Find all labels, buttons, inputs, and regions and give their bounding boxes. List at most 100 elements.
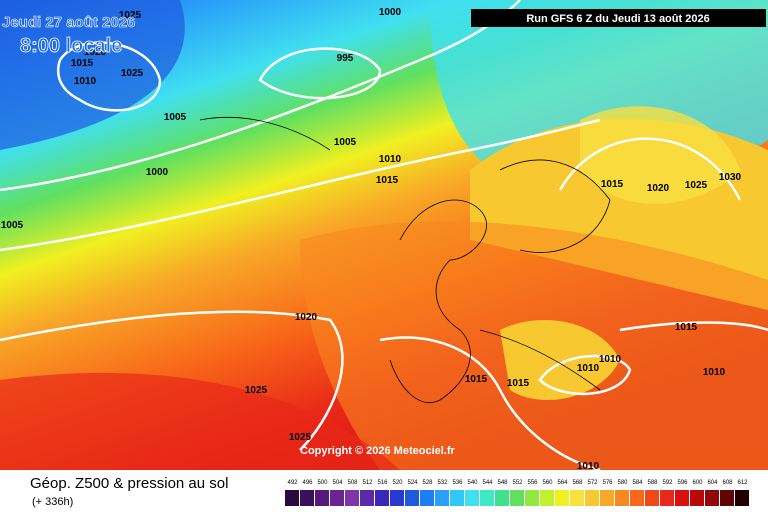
legend-label: 524 — [407, 480, 418, 486]
legend-label: 548 — [497, 480, 508, 486]
legend-label: 552 — [512, 480, 523, 486]
isobar-label: 1010 — [379, 154, 402, 165]
legend-swatch — [705, 490, 719, 506]
isobar-label: 1010 — [703, 367, 726, 378]
legend-label: 608 — [722, 480, 733, 486]
map-field — [0, 0, 768, 470]
isobar-label: 1025 — [119, 10, 142, 21]
legend-label: 508 — [347, 480, 358, 486]
legend-swatch — [555, 490, 569, 506]
legend-swatch — [390, 490, 404, 506]
legend-label: 560 — [542, 480, 553, 486]
legend-label: 528 — [422, 480, 433, 486]
legend-label: 572 — [587, 480, 598, 486]
legend-swatch — [375, 490, 389, 506]
legend-label: 568 — [572, 480, 583, 486]
legend-label: 544 — [482, 480, 493, 486]
legend-label: 540 — [467, 480, 478, 486]
legend-label: 504 — [332, 480, 343, 486]
legend-label: 512 — [362, 480, 373, 486]
legend-label: 492 — [287, 480, 298, 486]
isobar-label: 1010 — [577, 461, 600, 472]
isobar-label: 1025 — [245, 385, 268, 396]
isobar-label: 1030 — [719, 172, 742, 183]
legend-swatch — [465, 490, 479, 506]
isobar-label: 1010 — [577, 363, 600, 374]
isobar-label: 1005 — [1, 220, 24, 231]
legend-label: 576 — [602, 480, 613, 486]
legend-swatch — [345, 490, 359, 506]
legend-swatch — [480, 490, 494, 506]
legend-label: 584 — [632, 480, 643, 486]
legend-label: 520 — [392, 480, 403, 486]
legend-swatch — [300, 490, 314, 506]
legend-label: 564 — [557, 480, 568, 486]
legend-label: 500 — [317, 480, 328, 486]
legend-swatch — [600, 490, 614, 506]
legend-label: 596 — [677, 480, 688, 486]
isobar-label: 1010 — [599, 354, 622, 365]
isobar-label: 1005 — [164, 112, 187, 123]
legend-swatch — [645, 490, 659, 506]
isobar-label: 1020 — [84, 47, 107, 58]
legend-swatch — [675, 490, 689, 506]
isobar-label: 1010 — [74, 76, 97, 87]
legend-label: 600 — [692, 480, 703, 486]
isobar-label: 1015 — [601, 179, 624, 190]
isobar-label: 1025 — [121, 68, 144, 79]
legend-label: 592 — [662, 480, 673, 486]
legend-swatch — [285, 490, 299, 506]
isobar-label: 1000 — [146, 167, 169, 178]
legend-label: 556 — [527, 480, 538, 486]
legend-swatch — [720, 490, 734, 506]
legend-label: 604 — [707, 480, 718, 486]
isobar-label: 1015 — [71, 58, 94, 69]
legend-swatch — [570, 490, 584, 506]
legend-swatch — [495, 490, 509, 506]
isobar-label: 1025 — [289, 432, 312, 443]
footer-lead: (+ 336h) — [32, 496, 73, 508]
legend-swatch — [525, 490, 539, 506]
legend-swatch — [630, 490, 644, 506]
isobar-label: 1015 — [376, 175, 399, 186]
legend-swatch — [405, 490, 419, 506]
footer-title: Géop. Z500 & pression au sol — [30, 475, 228, 492]
legend-label: 532 — [437, 480, 448, 486]
legend-label: 588 — [647, 480, 658, 486]
isobars — [0, 0, 768, 470]
legend-label: 516 — [377, 480, 388, 486]
isobar-label: 1015 — [465, 374, 488, 385]
coastlines — [199, 116, 611, 403]
valid-date: Jeudi 27 août 2026 — [2, 14, 135, 31]
isobar-label: 1005 — [334, 137, 357, 148]
isobar-label: 1020 — [647, 183, 670, 194]
legend-swatch — [735, 490, 749, 506]
legend-swatch — [450, 490, 464, 506]
legend-label: 536 — [452, 480, 463, 486]
isobar-label: 1015 — [675, 322, 698, 333]
legend-label: 496 — [302, 480, 313, 486]
copyright: Copyright © 2026 Meteociel.fr — [300, 445, 456, 457]
isobar-label: 995 — [337, 53, 354, 64]
legend-swatch — [660, 490, 674, 506]
isobar-label: 1000 — [379, 7, 402, 18]
legend-swatch — [540, 490, 554, 506]
legend-swatch — [510, 490, 524, 506]
legend-label: 612 — [737, 480, 748, 486]
legend-swatch — [420, 490, 434, 506]
run-box — [471, 9, 766, 27]
legend-swatch — [615, 490, 629, 506]
legend-swatch — [330, 490, 344, 506]
isobar-label: 1020 — [295, 312, 318, 323]
valid-time: 8:00 locale — [20, 35, 122, 57]
legend-swatch — [360, 490, 374, 506]
isobar-label: 1025 — [685, 180, 708, 191]
legend-swatch — [315, 490, 329, 506]
legend-swatch — [585, 490, 599, 506]
legend-label: 580 — [617, 480, 628, 486]
run-label: Run GFS 6 Z du Jeudi 13 août 2026 — [526, 13, 709, 25]
legend-swatch — [435, 490, 449, 506]
isobar-label: 1015 — [507, 378, 530, 389]
legend-swatch — [690, 490, 704, 506]
